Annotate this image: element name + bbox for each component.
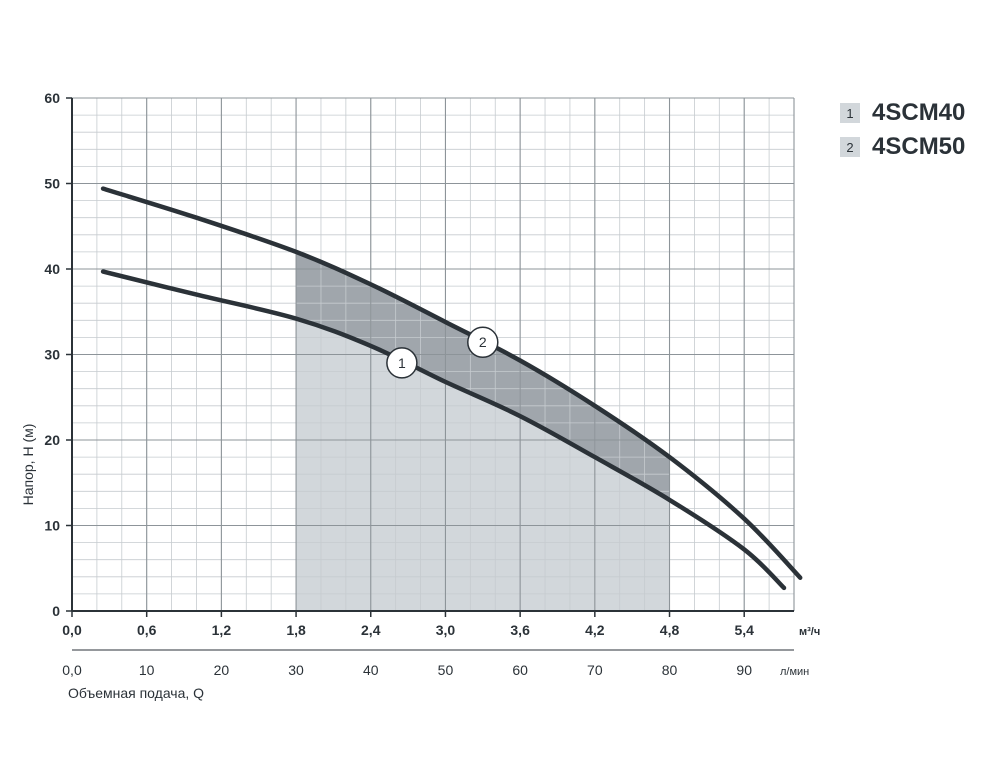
- x-tick-label-lmin: 80: [662, 662, 678, 678]
- x-tick-label-m3h: 4,8: [660, 622, 680, 638]
- x-tick-label-m3h: 4,2: [585, 622, 605, 638]
- x-tick-label-m3h: 3,0: [436, 622, 456, 638]
- legend-marker: 1: [840, 103, 860, 123]
- x-axis-ticks: [71, 611, 745, 617]
- x-axis-title: Объемная подача, Q: [68, 685, 204, 701]
- legend-marker: 2: [840, 137, 860, 157]
- curve-marker-label: 1: [398, 355, 406, 371]
- curve-marker-circle: [386, 347, 418, 379]
- y-tick-label: 30: [44, 347, 60, 363]
- x-unit-lmin: л/мин: [780, 666, 809, 678]
- series-line-4scm40: [100, 269, 787, 591]
- curve-marker-label: 2: [479, 334, 487, 350]
- x-tick-label-lmin: 50: [438, 662, 454, 678]
- y-axis-title: Напор, H (м): [20, 424, 36, 506]
- x-tick-label-lmin: 40: [363, 662, 379, 678]
- legend-item-4scm40: 1 4SCM40: [840, 96, 965, 130]
- y-tick-label: 40: [44, 261, 60, 277]
- legend-item-4scm50: 2 4SCM50: [840, 130, 965, 164]
- x-tick-label-lmin: 10: [139, 662, 155, 678]
- y-tick-label: 20: [44, 432, 60, 448]
- x-tick-label-m3h: 0,6: [137, 622, 157, 638]
- x-tick-label-m3h: 2,4: [361, 622, 381, 638]
- legend: 1 4SCM40 2 4SCM50: [840, 96, 965, 164]
- legend-label: 4SCM40: [872, 99, 966, 126]
- x-tick-label-lmin: 0,0: [62, 662, 82, 678]
- operating-range-band: [296, 251, 670, 500]
- x-tick-label-lmin: 30: [288, 662, 304, 678]
- x-tick-label-lmin: 90: [736, 662, 752, 678]
- x-tick-label-m3h: 5,4: [734, 622, 754, 638]
- curve-marker-circle: [467, 326, 499, 358]
- y-tick-labels: 0 10 20 30 40 50 60: [44, 90, 60, 619]
- y-tick-label: 0: [52, 603, 60, 619]
- x-tick-label-m3h: 1,8: [286, 622, 306, 638]
- x-tick-labels-secondary: 0,0 10 20 30 40 50 60 70 80 90: [62, 662, 752, 678]
- legend-label: 4SCM50: [872, 133, 966, 160]
- x-tick-label-m3h: 0,0: [62, 622, 82, 638]
- y-tick-label: 60: [44, 90, 60, 106]
- x-tick-labels-primary: 0,0 0,6 1,2 1,8 2,4 3,0 3,6 4,2 4,8 5,4: [62, 622, 754, 638]
- x-unit-m3h: м³/ч: [799, 626, 820, 638]
- x-tick-label-lmin: 70: [587, 662, 603, 678]
- x-tick-label-m3h: 1,2: [212, 622, 232, 638]
- x-tick-label-lmin: 60: [512, 662, 528, 678]
- curve-marker-4scm50: 2: [467, 326, 499, 358]
- y-tick-label: 10: [44, 518, 60, 534]
- y-tick-label: 50: [44, 176, 60, 192]
- x-tick-label-lmin: 20: [214, 662, 230, 678]
- y-axis-ticks: [66, 97, 72, 612]
- operating-range-fill: [296, 318, 670, 611]
- x-tick-label-m3h: 3,6: [510, 622, 530, 638]
- curve-marker-4scm40: 1: [386, 347, 418, 379]
